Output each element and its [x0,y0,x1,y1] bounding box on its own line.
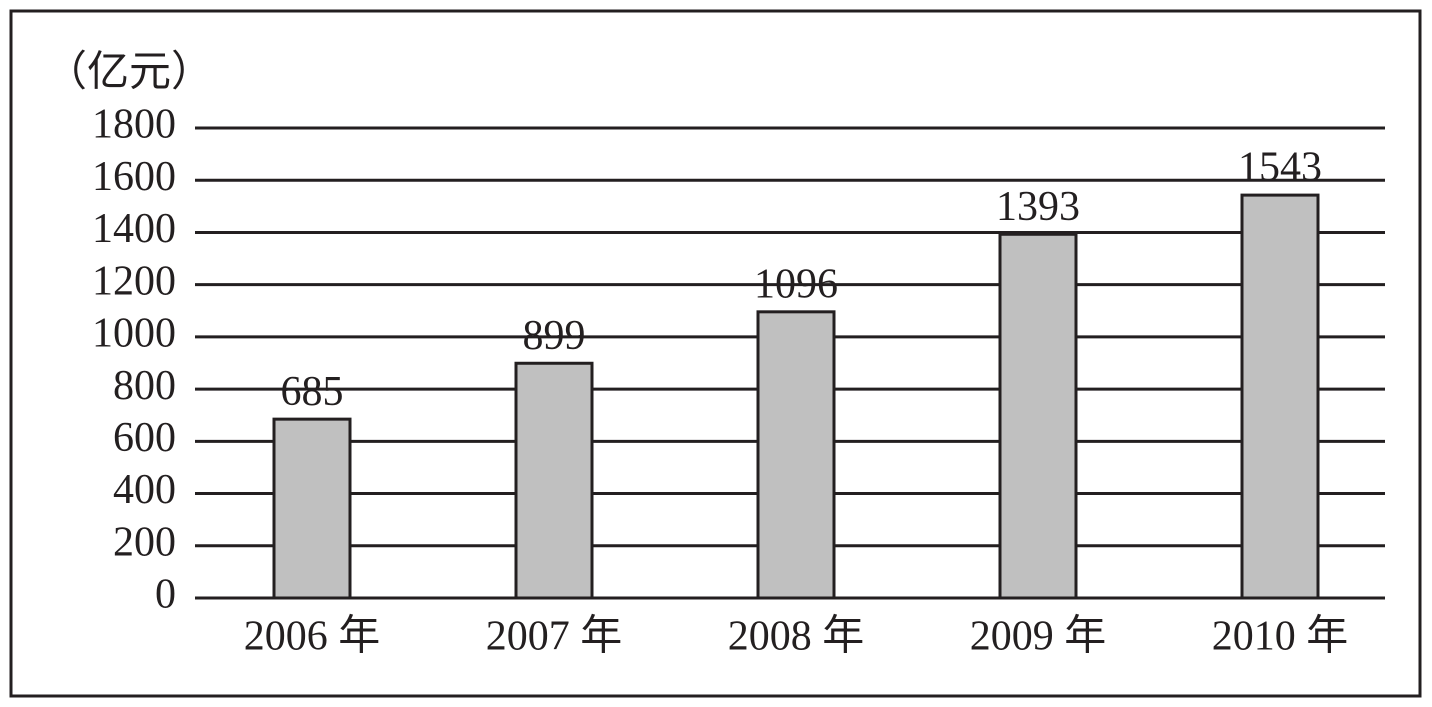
unit-label: （亿元） [45,50,213,96]
y-tick-label: 200 [113,519,176,565]
frame [9,9,1422,698]
y-tick-label: 1800 [92,102,176,148]
x-tick-label: 2006 年 [244,613,381,660]
bar [1240,193,1320,600]
x-tick-label: 2010 年 [1212,613,1349,660]
bar [756,310,836,600]
value-label: 685 [281,369,344,415]
y-tick-label: 1400 [92,206,176,252]
x-tick-label: 2007 年 [486,613,623,660]
value-label: 1096 [754,261,838,307]
bar [272,417,352,600]
x-tick-label: 2008 年 [728,613,865,660]
y-tick-label: 400 [113,467,176,513]
value-label: 1393 [996,184,1080,230]
y-tick-label: 600 [113,415,176,461]
value-label: 899 [523,313,586,359]
value-label: 1543 [1238,145,1322,191]
y-tick-label: 800 [113,363,176,409]
y-tick-label: 0 [155,572,176,618]
y-tick-label: 1000 [92,311,176,357]
x-tick-label: 2009 年 [970,613,1107,660]
bar [514,361,594,600]
bar [998,232,1078,600]
y-tick-label: 1600 [92,154,176,200]
y-tick-label: 1200 [92,258,176,304]
